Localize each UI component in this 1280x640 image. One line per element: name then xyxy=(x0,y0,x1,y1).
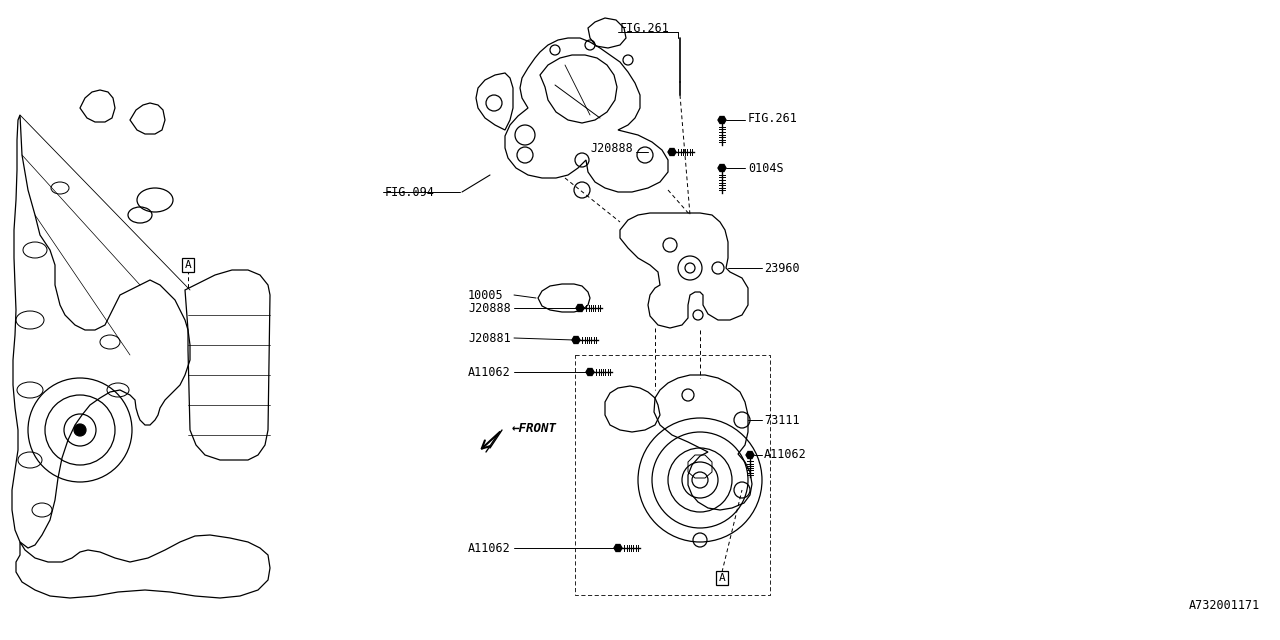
Text: A11062: A11062 xyxy=(764,449,806,461)
Text: J20888: J20888 xyxy=(590,141,632,154)
Circle shape xyxy=(74,424,86,436)
Polygon shape xyxy=(746,452,754,458)
Polygon shape xyxy=(718,116,726,124)
Polygon shape xyxy=(586,369,594,376)
Polygon shape xyxy=(668,148,676,156)
Text: A11062: A11062 xyxy=(468,541,511,554)
Text: J20881: J20881 xyxy=(468,332,511,344)
Text: FIG.261: FIG.261 xyxy=(748,111,797,125)
Text: 23960: 23960 xyxy=(764,262,800,275)
Text: A732001171: A732001171 xyxy=(1189,599,1260,612)
Text: 0104S: 0104S xyxy=(748,161,783,175)
Polygon shape xyxy=(614,545,622,552)
Text: FIG.094: FIG.094 xyxy=(385,186,435,198)
Polygon shape xyxy=(718,164,726,172)
Text: ←FRONT: ←FRONT xyxy=(512,422,557,435)
Text: FIG.261: FIG.261 xyxy=(620,22,669,35)
Text: 73111: 73111 xyxy=(764,413,800,426)
Circle shape xyxy=(692,472,708,488)
Polygon shape xyxy=(576,305,584,312)
Polygon shape xyxy=(572,337,580,344)
Text: A: A xyxy=(184,260,192,270)
Text: 10005: 10005 xyxy=(468,289,503,301)
Text: J20888: J20888 xyxy=(468,301,511,314)
Text: A11062: A11062 xyxy=(468,365,511,378)
Text: A: A xyxy=(718,573,726,583)
